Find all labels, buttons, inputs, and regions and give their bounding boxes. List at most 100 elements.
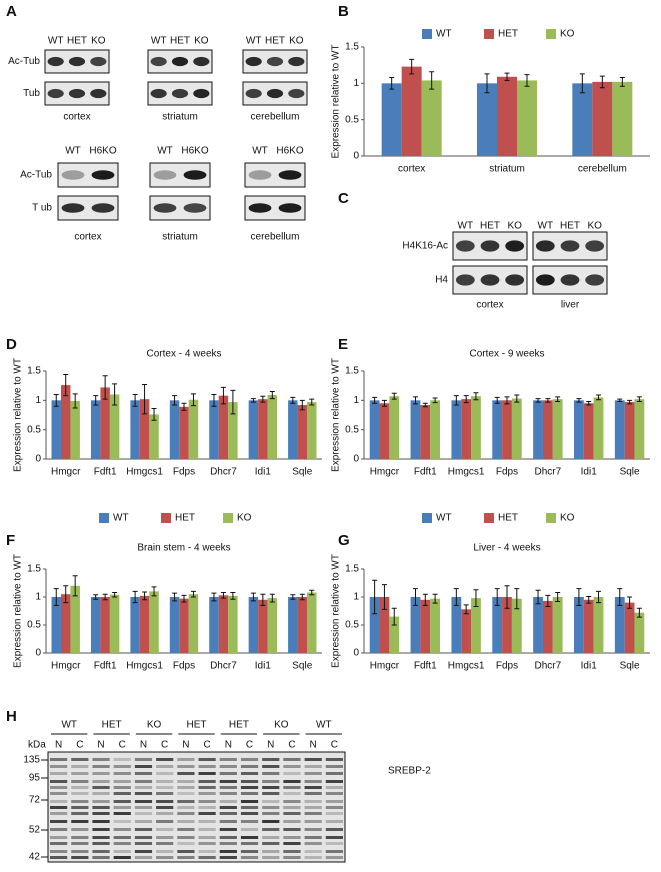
blot-band [219,856,237,859]
label: HET [265,36,285,47]
blot-band [240,792,259,795]
blot-band [50,772,68,775]
blot-band [50,856,68,859]
blot-band [113,806,131,809]
blot-band [177,765,195,768]
blot-band [304,820,322,823]
blot-band [480,240,500,252]
label: WT [65,146,81,157]
blot-band [283,836,301,839]
error-bar [260,593,266,606]
label: N [267,740,274,751]
y-tick-label: 0 [353,454,359,465]
blot-band [113,765,131,768]
blot-band [92,780,110,783]
blot-band [198,828,216,831]
error-bar [422,402,428,408]
legend-label: HET [175,513,195,524]
blot-band [198,786,216,789]
bar [583,599,594,653]
label: H4 [435,275,448,286]
blot-band [61,203,85,213]
blot-band [156,812,174,815]
bar [218,395,229,459]
blot-band [50,812,68,815]
error-bar [576,588,582,606]
bar [461,609,472,653]
blot-band [113,828,131,831]
error-bar [269,593,275,603]
error-bar [381,399,387,407]
blot-band [262,758,280,761]
blot-band [240,812,259,815]
blot-band [156,758,174,761]
error-bar [412,396,418,405]
blot-band [325,780,343,783]
bar [381,83,402,156]
panel-letter: B [338,3,349,20]
blot-band [325,758,343,761]
y-tick-label: 1 [35,395,41,406]
label: WT [157,146,173,157]
bar [188,399,199,459]
error-bar [93,395,99,406]
blot-band [193,56,210,67]
error-bar [181,594,187,603]
error-bar [504,585,510,609]
x-tick-label: Hmgcr [370,661,400,672]
error-bar [181,402,187,411]
blot-band [177,780,195,783]
bar [297,597,308,653]
panel-letter: F [6,532,15,549]
bar [593,397,604,459]
blot-band [47,88,64,99]
blot-band [50,780,68,783]
y-tick-label: 0 [353,151,359,162]
x-tick-label: Fdps [496,661,518,672]
blot-band [240,842,259,845]
blot-band [71,792,89,795]
bar [517,80,537,156]
x-tick-label: striatum [489,164,525,175]
blot-band [198,765,216,768]
bar [258,599,268,653]
error-bar [514,394,520,403]
blot-band [71,850,89,853]
x-tick-label: Idi1 [255,467,272,478]
error-bar [619,77,625,87]
blot-band [262,820,280,823]
error-bar [636,396,642,403]
bar [410,400,421,459]
legend-label: WT [436,513,452,524]
blot-band [50,758,68,761]
blot-band [134,836,153,839]
blot-band [304,828,322,831]
blot-band [198,820,216,823]
error-bar [617,398,623,403]
blot-band [219,806,237,809]
bar [574,597,584,653]
bar [477,83,497,156]
error-bar [555,396,561,403]
blot-band [71,806,89,809]
error-bar [535,398,541,403]
label: cortex [63,112,90,123]
blot-band [325,786,343,789]
label: cortex [74,232,101,243]
error-bar [389,77,395,90]
error-bar [599,75,605,89]
bar [389,616,400,653]
legend-swatch [99,513,109,523]
error-bar [617,588,623,606]
blot-band [278,170,302,180]
blot-band [177,772,195,775]
blot-band [198,758,216,761]
legend-swatch [546,29,556,39]
blot-band [278,203,302,213]
blot-band [535,240,555,252]
blot-band [198,792,216,795]
label: C [76,740,83,751]
blot-band [156,842,174,845]
x-tick-label: Fdps [173,467,195,478]
